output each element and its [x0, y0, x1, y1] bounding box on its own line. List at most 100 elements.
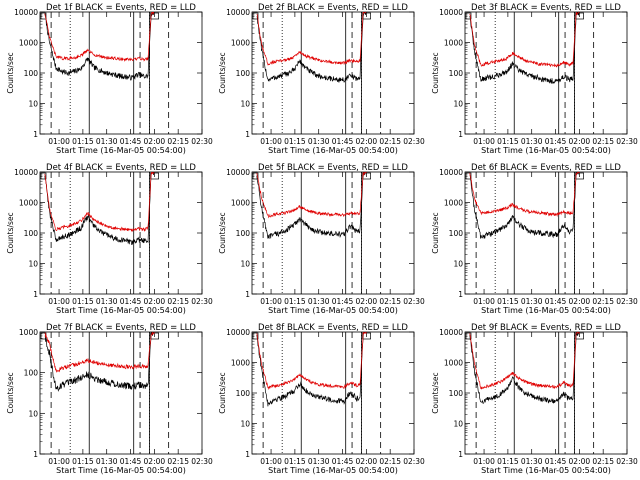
lld-series-line	[44, 172, 155, 233]
panel-title: Det 6f BLACK = Events, RED = LLD	[471, 163, 621, 173]
x-tick-label: 01:30	[308, 137, 330, 146]
panel-1: Det 1f BLACK = Events, RED = LLD 1 10 100 10…	[6, 3, 213, 155]
panel-title: Det 7f BLACK = Events, RED = LLD	[46, 323, 196, 333]
x-tick-label: 01:15	[72, 457, 94, 466]
panel-title: Det 8f BLACK = Events, RED = LLD	[258, 323, 408, 333]
x-tick-label: 02:00	[356, 297, 378, 306]
x-tick-label: 02:30	[191, 137, 213, 146]
y-axis-label: Counts/sec	[6, 52, 15, 93]
x-tick-label: 02:15	[379, 137, 401, 146]
x-tick-label: 01:45	[545, 457, 567, 466]
x-tick-label: 01:00	[260, 297, 282, 306]
marker-box-left	[40, 12, 47, 20]
x-tick-label: 02:15	[379, 457, 401, 466]
y-tick-label: 10000	[226, 328, 250, 337]
marker-box-left	[40, 172, 47, 180]
x-tick-label: 02:30	[616, 297, 638, 306]
events-series-line	[256, 172, 367, 240]
y-tick-label: 10	[28, 260, 38, 269]
y-tick-label: 1000	[444, 39, 463, 48]
marker-box-left	[252, 12, 259, 20]
x-tick-label: 02:30	[191, 297, 213, 306]
x-tick-label: 01:45	[120, 457, 142, 466]
marker-box-right	[150, 172, 159, 180]
y-tick-label: 100	[449, 69, 464, 78]
x-tick-label: 01:30	[96, 137, 118, 146]
x-tick-label: 01:00	[48, 137, 70, 146]
y-axis-label: Counts/sec	[6, 212, 15, 253]
x-tick-label: 01:45	[545, 297, 567, 306]
panel-title: Det 1f BLACK = Events, RED = LLD	[46, 3, 196, 13]
y-tick-label: 100	[24, 229, 39, 238]
y-tick-label: 1	[245, 290, 250, 299]
lld-series-line	[256, 332, 367, 390]
y-tick-label: 1000	[231, 199, 250, 208]
y-tick-label: 10000	[14, 168, 38, 177]
x-tick-label: 02:00	[144, 457, 166, 466]
x-tick-label: 01:00	[48, 297, 70, 306]
x-tick-label: 02:00	[356, 457, 378, 466]
x-tick-label: 01:30	[308, 297, 330, 306]
marker-box-right	[150, 12, 159, 20]
x-tick-label: 02:00	[356, 137, 378, 146]
x-tick-label: 01:15	[284, 137, 306, 146]
lld-series-line	[469, 172, 580, 218]
plot-frame	[39, 331, 203, 455]
y-tick-label: 10	[240, 100, 250, 109]
x-tick-label: 01:15	[72, 137, 94, 146]
x-tick-label: 02:15	[592, 297, 614, 306]
y-tick-label: 100	[24, 69, 39, 78]
y-tick-label: 10	[453, 420, 463, 429]
panel-6: Det 6f BLACK = Events, RED = LLD 1 10 100 10…	[431, 163, 638, 315]
marker-box-left	[465, 332, 472, 340]
x-axis-label: Start Time (16-Mar-05 00:54:00)	[56, 306, 186, 315]
y-tick-label: 100	[236, 389, 251, 398]
panel-title: Det 9f BLACK = Events, RED = LLD	[471, 323, 621, 333]
x-tick-label: 01:15	[497, 297, 519, 306]
x-tick-label: 01:30	[521, 457, 543, 466]
panel-3: Det 3f BLACK = Events, RED = LLD 1 10 100 10…	[431, 3, 638, 155]
y-tick-label: 100	[236, 69, 251, 78]
panel-title: Det 4f BLACK = Events, RED = LLD	[46, 163, 196, 173]
x-tick-label: 01:00	[473, 297, 495, 306]
y-axis-label: Counts/sec	[431, 212, 440, 253]
y-tick-label: 1	[245, 130, 250, 139]
y-tick-label: 10	[240, 420, 250, 429]
x-axis-label: Start Time (16-Mar-05 00:54:00)	[481, 466, 611, 475]
lld-series-line	[256, 12, 367, 66]
x-tick-label: 02:15	[379, 297, 401, 306]
x-tick-label: 02:00	[569, 457, 591, 466]
x-tick-label: 01:15	[284, 297, 306, 306]
marker-box-right	[150, 332, 159, 340]
y-axis-label: Counts/sec	[431, 372, 440, 413]
events-series-line	[469, 332, 580, 404]
y-tick-label: 10	[28, 100, 38, 109]
y-tick-label: 1000	[231, 39, 250, 48]
panel-9: Det 9f BLACK = Events, RED = LLD 1 10 100 10…	[431, 323, 638, 475]
y-tick-label: 1	[458, 130, 463, 139]
x-tick-label: 01:00	[260, 457, 282, 466]
events-series-line	[256, 12, 367, 83]
x-tick-label: 01:45	[545, 137, 567, 146]
panel-2: Det 2f BLACK = Events, RED = LLD 1 10 100 10…	[218, 3, 425, 155]
x-axis-label: Start Time (16-Mar-05 00:54:00)	[268, 146, 398, 155]
marker-box-left	[252, 172, 259, 180]
x-tick-label: 01:15	[284, 457, 306, 466]
y-tick-label: 10	[453, 260, 463, 269]
panel-title: Det 5f BLACK = Events, RED = LLD	[258, 163, 408, 173]
y-axis-label: Counts/sec	[431, 52, 440, 93]
x-axis-label: Start Time (16-Mar-05 00:54:00)	[268, 306, 398, 315]
x-tick-label: 02:30	[403, 297, 425, 306]
x-tick-label: 01:00	[260, 137, 282, 146]
marker-box-left	[252, 332, 259, 340]
y-tick-label: 1000	[444, 359, 463, 368]
y-tick-label: 10000	[439, 168, 463, 177]
x-tick-label: 02:30	[191, 457, 213, 466]
y-tick-label: 1000	[19, 328, 38, 337]
x-tick-label: 01:45	[332, 137, 354, 146]
lld-series-line	[256, 172, 367, 219]
x-tick-label: 01:45	[332, 457, 354, 466]
y-tick-label: 100	[449, 229, 464, 238]
lld-series-line	[44, 12, 155, 62]
x-tick-label: 01:45	[120, 297, 142, 306]
